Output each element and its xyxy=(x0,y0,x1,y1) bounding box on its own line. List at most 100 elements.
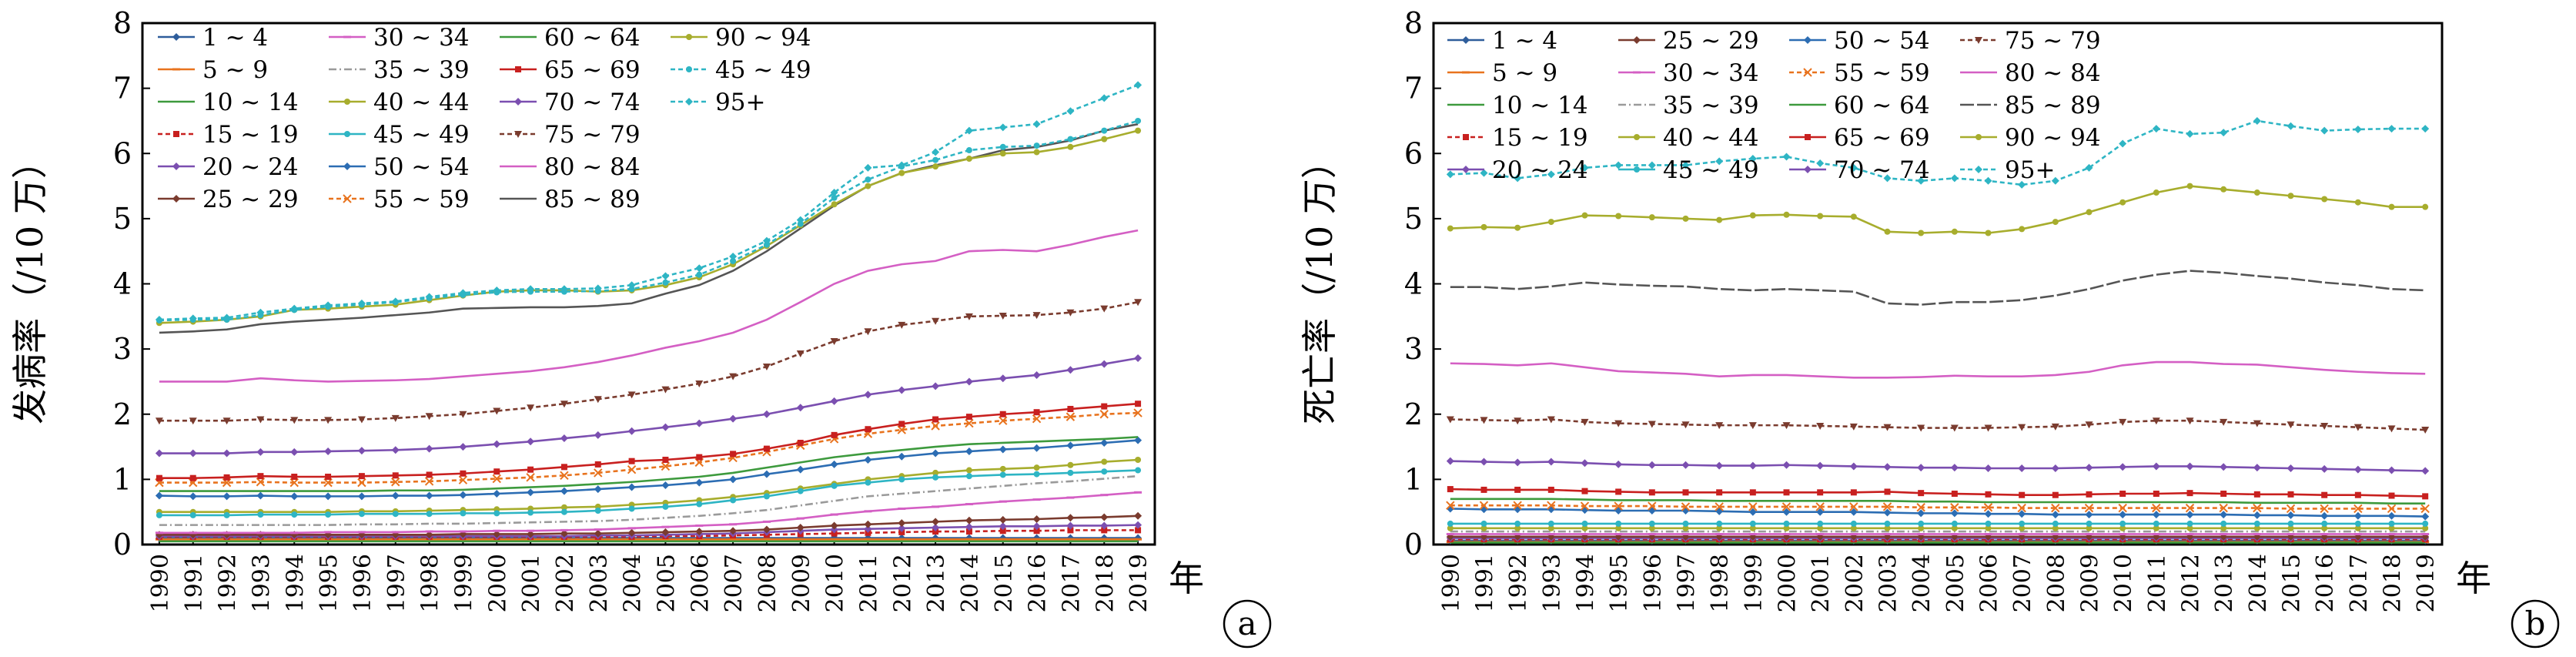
legend-label: 90 ~ 94 xyxy=(715,24,811,52)
data-point xyxy=(1883,463,1892,471)
data-point xyxy=(729,527,738,535)
legend-label: 45 ~ 49 xyxy=(373,121,470,149)
data-point xyxy=(1883,532,1892,535)
series-line xyxy=(1450,504,2426,510)
data-point xyxy=(324,531,333,534)
data-point xyxy=(999,500,1007,503)
series-15 xyxy=(1446,457,2430,475)
data-point xyxy=(763,445,770,452)
data-point xyxy=(1917,464,1925,472)
data-point xyxy=(999,143,1006,150)
data-point xyxy=(1480,505,1488,514)
data-point xyxy=(2253,511,2261,519)
data-point xyxy=(2220,129,2228,137)
data-point xyxy=(2253,420,2261,427)
x-tick-label: 1999 xyxy=(450,554,477,612)
data-point xyxy=(965,447,973,455)
data-point xyxy=(1950,503,1959,512)
data-point xyxy=(560,401,568,408)
data-point xyxy=(424,477,434,486)
data-point xyxy=(797,488,804,494)
data-point xyxy=(932,518,940,526)
data-point xyxy=(560,508,567,515)
data-point xyxy=(898,528,905,535)
x-tick-label: 1995 xyxy=(316,554,343,612)
data-point xyxy=(1715,157,1724,166)
x-tick-label: 2019 xyxy=(2413,554,2440,612)
legend-marker xyxy=(1462,166,1470,173)
data-point xyxy=(2119,199,2126,206)
data-point xyxy=(796,465,805,474)
y-axis-title: 发病率（/10 万） xyxy=(9,143,51,424)
legend-item: 25 ~ 29 xyxy=(158,186,299,213)
data-point xyxy=(1101,468,1108,475)
data-point xyxy=(2354,491,2361,498)
series-line xyxy=(1450,185,2426,234)
data-point xyxy=(2287,421,2295,429)
data-point xyxy=(222,492,231,501)
data-point xyxy=(1681,421,1690,429)
panel-label: a xyxy=(1237,605,1256,642)
data-point xyxy=(2119,418,2127,426)
data-point xyxy=(1581,532,1589,535)
legend-item: 25 ~ 29 xyxy=(1618,27,1759,55)
data-point xyxy=(391,297,400,306)
data-point xyxy=(291,473,298,480)
data-point xyxy=(324,492,333,501)
data-point xyxy=(1547,520,1554,527)
data-point xyxy=(1615,525,1622,531)
legend-marker xyxy=(344,131,350,137)
data-point xyxy=(1032,444,1041,452)
x-tick-label: 2004 xyxy=(1909,554,1935,612)
data-point xyxy=(1101,136,1108,142)
data-point xyxy=(695,478,704,487)
legend-label: 40 ~ 44 xyxy=(1663,124,1759,152)
legend-label: 85 ~ 89 xyxy=(2005,92,2101,119)
data-point xyxy=(1850,525,1857,531)
data-point xyxy=(2052,525,2059,531)
data-point xyxy=(2152,511,2160,519)
data-point xyxy=(2017,503,2026,513)
data-point xyxy=(965,523,973,531)
data-point xyxy=(2253,464,2261,472)
data-point xyxy=(999,123,1007,132)
data-point xyxy=(2153,525,2159,531)
data-point xyxy=(1950,174,1959,183)
data-point xyxy=(425,293,433,301)
data-point xyxy=(1067,461,1074,468)
legend-marker xyxy=(686,34,692,40)
data-point xyxy=(2354,504,2363,514)
x-tick-label: 2018 xyxy=(2380,554,2407,612)
data-point xyxy=(2421,467,2430,475)
data-point xyxy=(1951,525,1958,531)
data-point xyxy=(1581,212,1588,219)
data-point xyxy=(560,464,567,471)
data-point xyxy=(661,461,671,471)
legend-item: 40 ~ 44 xyxy=(329,89,470,116)
data-point xyxy=(2152,462,2160,471)
data-point xyxy=(830,189,838,197)
data-point xyxy=(662,456,669,463)
data-point xyxy=(763,241,770,248)
panel-label: b xyxy=(2525,605,2546,642)
data-point xyxy=(898,476,905,483)
data-point xyxy=(256,478,266,487)
data-point xyxy=(392,511,399,518)
data-point xyxy=(865,426,871,433)
series-14 xyxy=(1447,486,2429,500)
x-tick-label: 2005 xyxy=(1942,554,1969,612)
data-point xyxy=(661,423,670,431)
data-point xyxy=(2186,462,2194,471)
data-point xyxy=(729,538,738,541)
series-12 xyxy=(1446,501,2430,514)
data-point xyxy=(2086,525,2093,531)
data-point xyxy=(729,373,738,380)
series-20 xyxy=(1446,116,2430,189)
data-point xyxy=(2422,203,2429,210)
data-point xyxy=(1514,505,1522,514)
series-10 xyxy=(1447,520,2429,527)
data-point xyxy=(1916,503,1925,512)
data-point xyxy=(1134,491,1142,494)
x-tick-label: 1993 xyxy=(1539,554,1566,612)
data-point xyxy=(1614,460,1623,468)
